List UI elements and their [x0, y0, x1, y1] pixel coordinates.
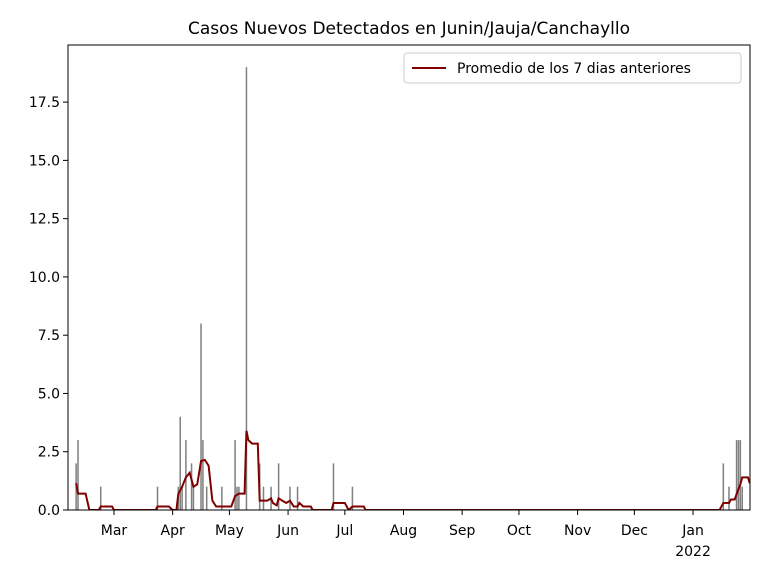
x-tick-label: Nov — [564, 523, 591, 539]
x-tick-label: Dec — [621, 523, 648, 539]
bar — [262, 486, 265, 510]
bar — [351, 486, 354, 510]
x-tick-label: Jun — [276, 523, 299, 539]
bar — [739, 440, 742, 510]
bar — [236, 486, 238, 510]
y-tick-label: 7.5 — [38, 328, 60, 344]
bar — [205, 486, 208, 510]
bar — [737, 440, 740, 510]
plot-frame — [67, 44, 751, 511]
x-tick-label: Sep — [449, 523, 476, 539]
x-tick-label: Jan 2022 — [675, 523, 711, 560]
bar — [202, 440, 204, 510]
legend-label: Promedio de los 7 dias anteriores — [457, 61, 691, 77]
x-tick-label: Jul — [335, 523, 353, 539]
y-tick-label: 2.5 — [38, 445, 60, 461]
bar — [156, 486, 159, 510]
bar — [741, 486, 743, 510]
bar — [185, 440, 187, 510]
y-tick-label: 17.5 — [29, 95, 60, 111]
x-tick-label: Apr — [161, 523, 185, 539]
bar — [728, 486, 730, 510]
legend: Promedio de los 7 dias anteriores — [403, 52, 742, 84]
x-tick-label: Oct — [507, 523, 532, 539]
x-tick-label: Mar — [101, 523, 128, 539]
bar — [735, 440, 738, 510]
bar — [99, 486, 102, 510]
x-tick-label: May — [215, 523, 244, 539]
y-tick-label: 15.0 — [29, 153, 60, 169]
bar — [77, 440, 79, 510]
bar — [245, 67, 248, 510]
legend-box — [403, 52, 742, 84]
bar — [200, 323, 202, 510]
bar — [238, 486, 240, 510]
bar — [179, 416, 181, 510]
bar — [277, 463, 280, 510]
bar — [332, 463, 335, 510]
y-tick-label: 10.0 — [29, 270, 60, 286]
bar — [181, 486, 183, 510]
bar — [296, 486, 299, 510]
bar — [221, 486, 223, 510]
y-tick-label: 5.0 — [38, 386, 60, 402]
bar — [234, 440, 236, 510]
y-tick-label: 12.5 — [29, 212, 60, 228]
bar — [192, 486, 195, 510]
chart-title: Casos Nuevos Detectados en Junin/Jauja/C… — [188, 19, 630, 39]
bar — [722, 463, 725, 510]
y-tick-label: 0.0 — [38, 503, 60, 519]
line — [75, 430, 750, 510]
bar — [190, 463, 193, 510]
x-tick-label: Aug — [390, 523, 417, 539]
bar — [289, 486, 291, 510]
